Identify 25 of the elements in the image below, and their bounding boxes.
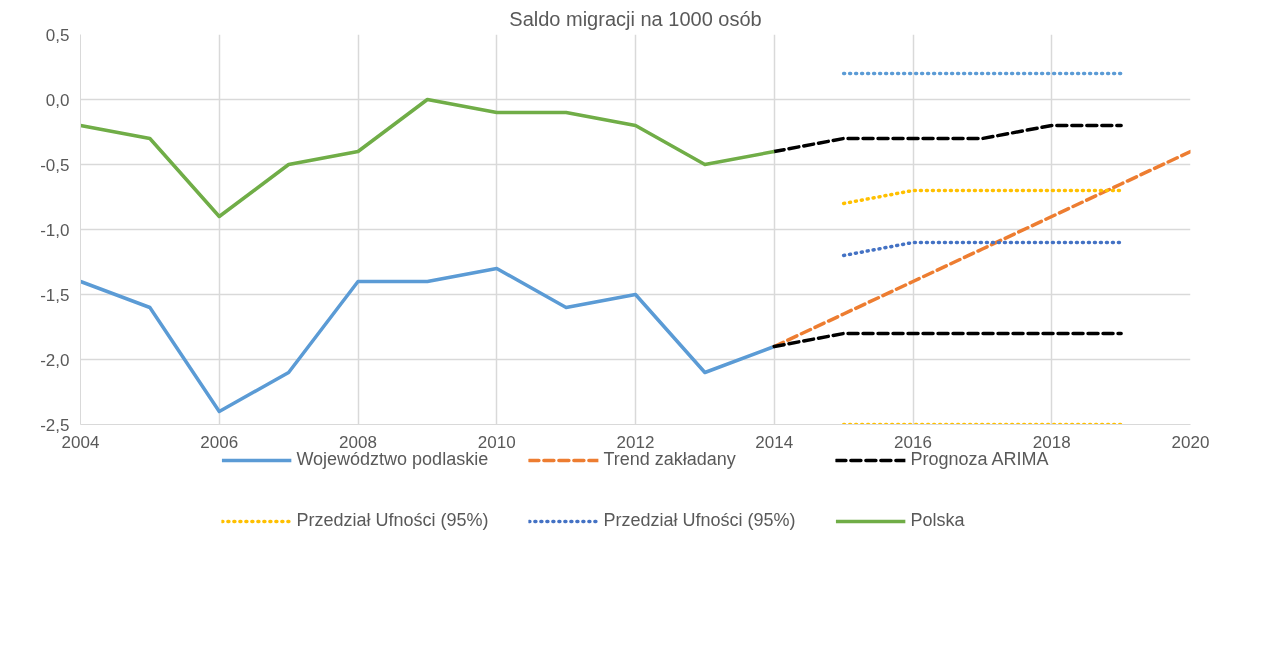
x-tick-label: 2010 xyxy=(477,432,516,452)
y-tick-label: -2,0 xyxy=(40,350,70,370)
x-tick-label: 2018 xyxy=(1032,432,1071,452)
chart-title: Saldo migracji na 1000 osób xyxy=(509,7,762,30)
y-tick-label: 0,0 xyxy=(45,90,70,110)
x-tick-label: 2004 xyxy=(61,432,100,452)
line-series xyxy=(80,97,776,219)
legend-label: Trend zakładany xyxy=(603,449,736,470)
legend-label: Przedział Ufności (95%) xyxy=(603,510,796,531)
legend-label: Przedział Ufności (95%) xyxy=(296,510,489,531)
x-tick-label: 2016 xyxy=(894,432,932,452)
y-tick-label: 0,5 xyxy=(45,25,70,45)
x-tick-label: 2014 xyxy=(755,432,794,452)
legend-label: Polska xyxy=(910,510,965,531)
legend-label: Prognoza ARIMA xyxy=(910,449,1049,470)
line-series xyxy=(80,266,776,414)
y-tick-label: -1,0 xyxy=(40,220,70,240)
y-tick-label: -1,5 xyxy=(40,285,70,305)
y-tick-label: -2,5 xyxy=(40,415,70,435)
x-tick-label: 2012 xyxy=(616,432,655,452)
x-tick-label: 2020 xyxy=(1171,432,1210,452)
legend-label: Województwo podlaskie xyxy=(296,449,489,470)
y-tick-label: -0,5 xyxy=(40,155,70,175)
x-tick-label: 2008 xyxy=(339,432,377,452)
x-tick-label: 2006 xyxy=(200,432,239,452)
